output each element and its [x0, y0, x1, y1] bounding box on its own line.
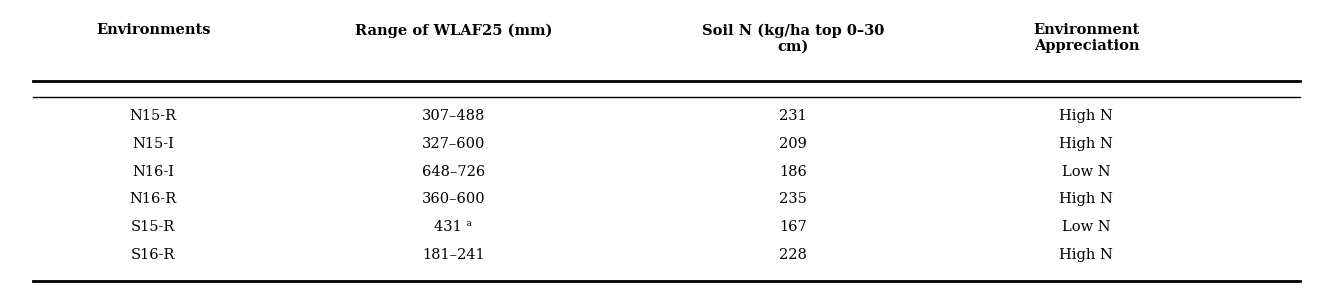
Text: 431 ᵃ: 431 ᵃ — [435, 220, 472, 234]
Text: Low N: Low N — [1062, 165, 1110, 179]
Text: N15-R: N15-R — [129, 109, 177, 123]
Text: High N: High N — [1060, 137, 1113, 151]
Text: S16-R: S16-R — [131, 248, 176, 262]
Text: N16-R: N16-R — [129, 192, 177, 206]
Text: 327–600: 327–600 — [421, 137, 485, 151]
Text: Soil N (kg/ha top 0–30
cm): Soil N (kg/ha top 0–30 cm) — [702, 23, 884, 54]
Text: High N: High N — [1060, 192, 1113, 206]
Text: 181–241: 181–241 — [423, 248, 484, 262]
Text: 186: 186 — [780, 165, 806, 179]
Text: 228: 228 — [780, 248, 806, 262]
Text: N15-I: N15-I — [132, 137, 175, 151]
Text: S15-R: S15-R — [131, 220, 176, 234]
Text: 167: 167 — [780, 220, 806, 234]
Text: 307–488: 307–488 — [421, 109, 485, 123]
Text: 360–600: 360–600 — [421, 192, 485, 206]
Text: High N: High N — [1060, 248, 1113, 262]
Text: 235: 235 — [780, 192, 806, 206]
Text: High N: High N — [1060, 109, 1113, 123]
Text: Range of WLAF25 (mm): Range of WLAF25 (mm) — [355, 23, 552, 38]
Text: 231: 231 — [780, 109, 806, 123]
Text: Environment
Appreciation: Environment Appreciation — [1033, 23, 1140, 54]
Text: 648–726: 648–726 — [421, 165, 485, 179]
Text: Low N: Low N — [1062, 220, 1110, 234]
Text: Environments: Environments — [96, 23, 211, 37]
Text: 209: 209 — [780, 137, 806, 151]
Text: N16-I: N16-I — [132, 165, 175, 179]
